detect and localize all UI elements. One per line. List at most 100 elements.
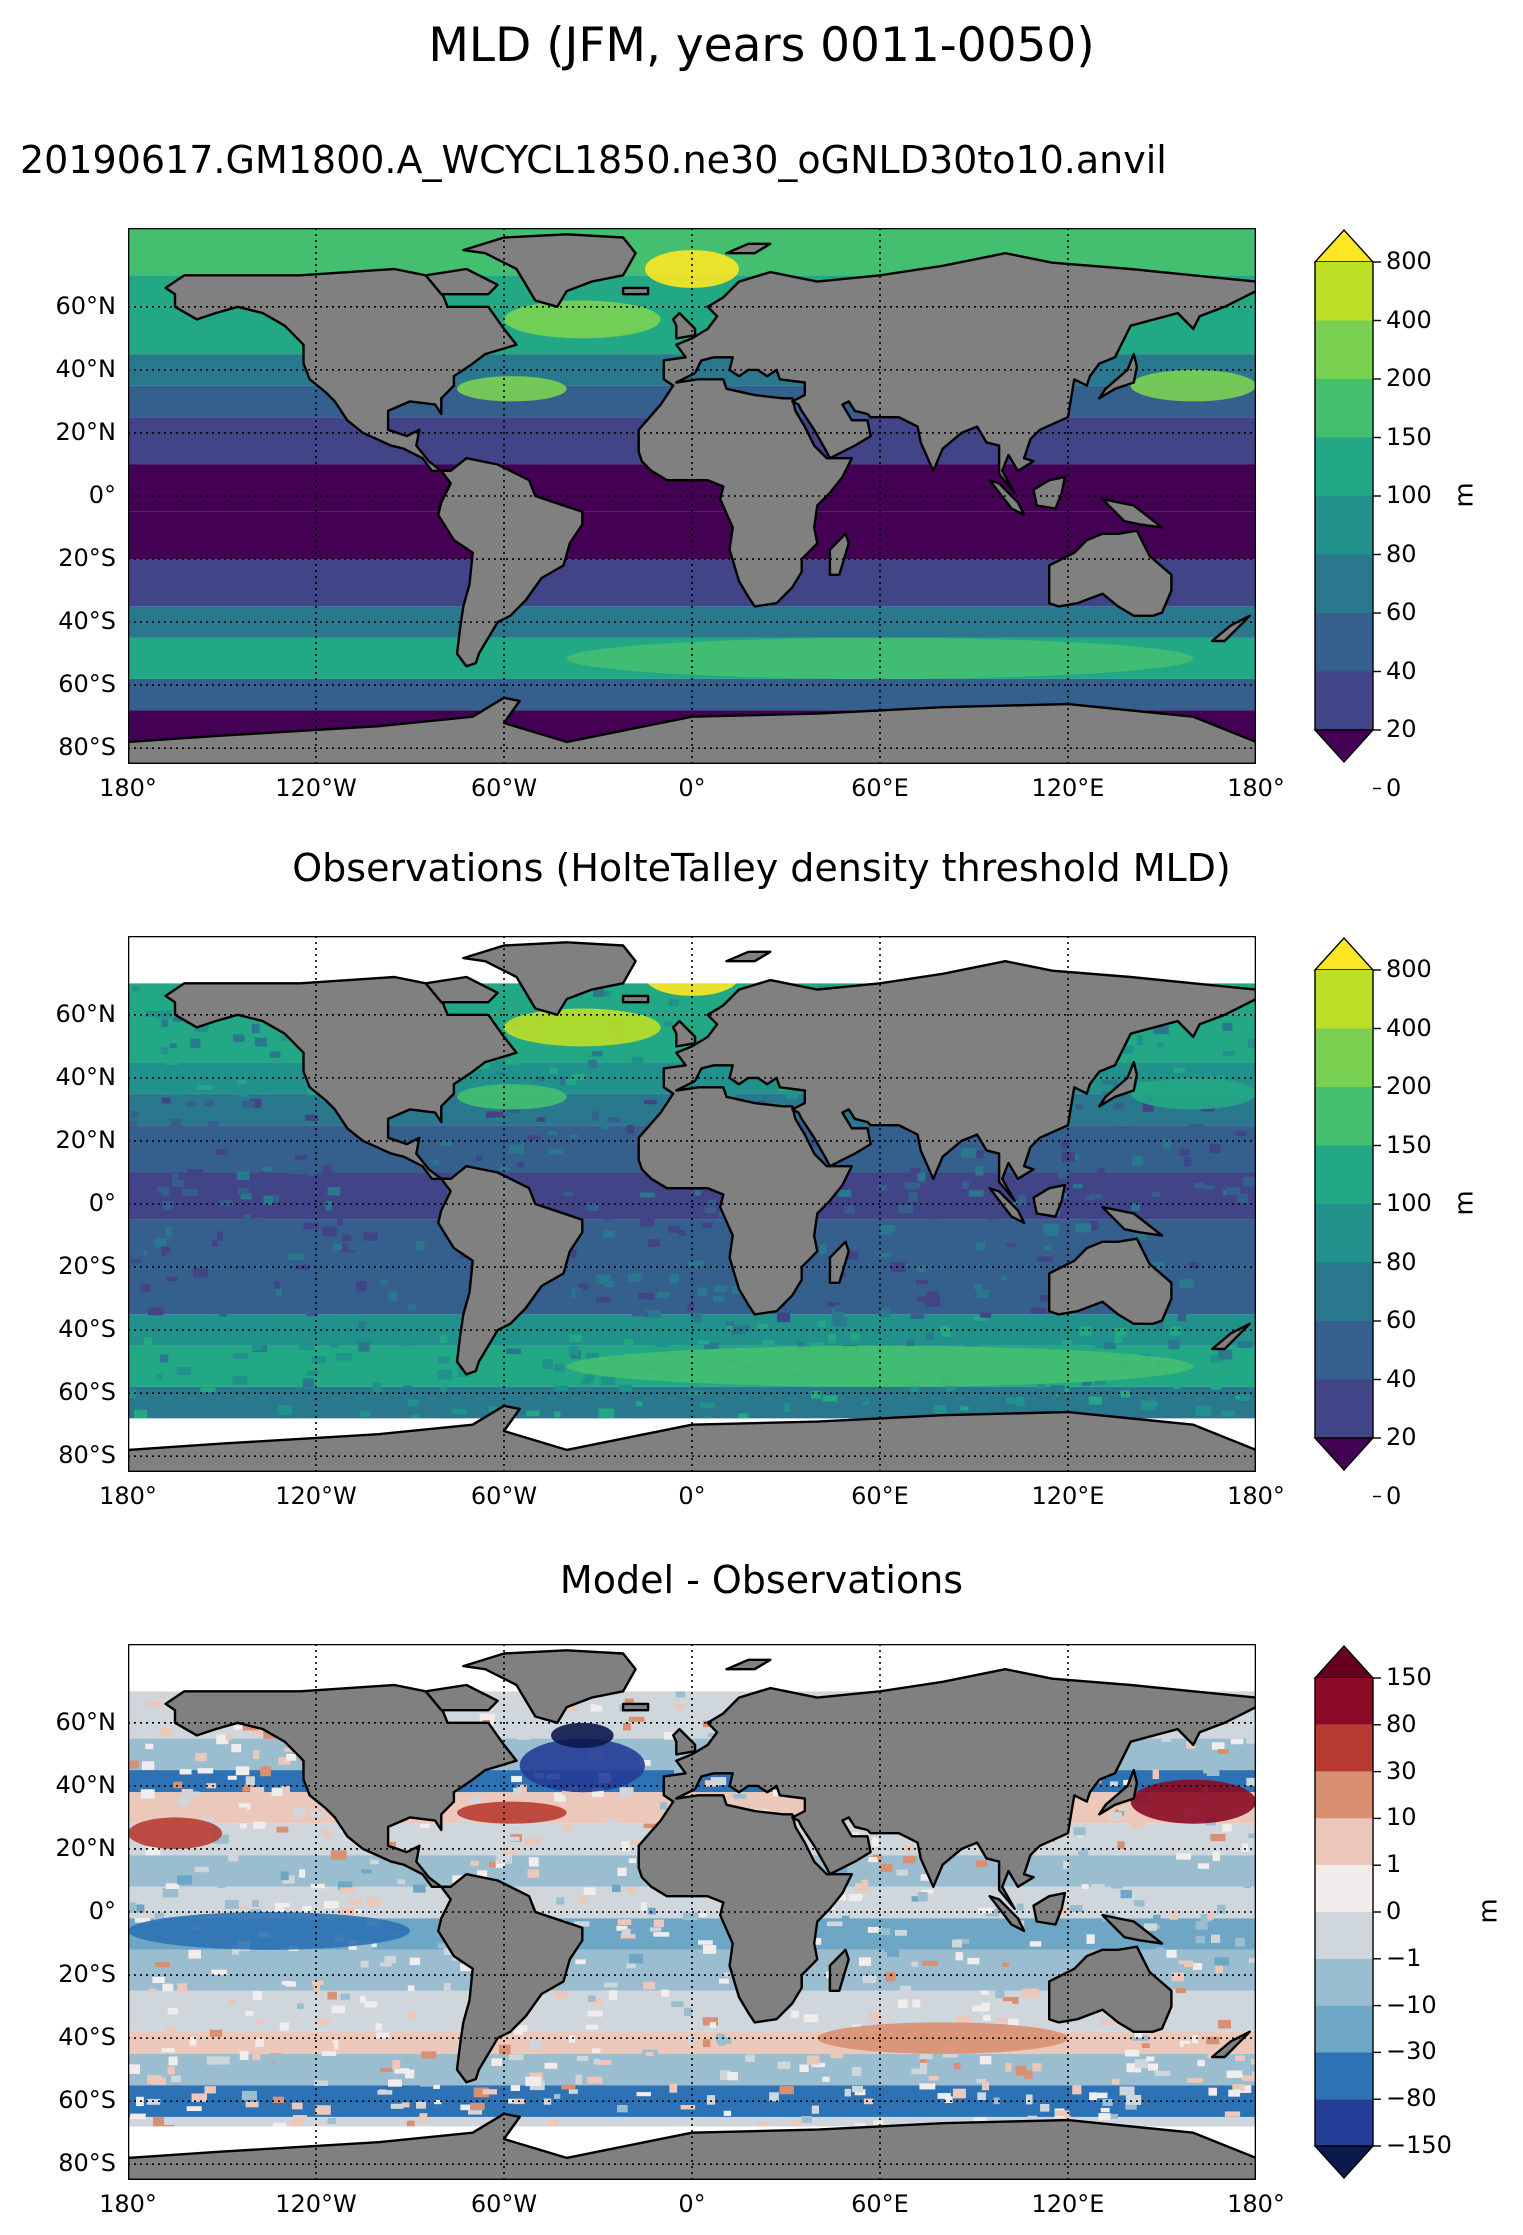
- noise-patch: [327, 1991, 337, 2000]
- colorbar-swatch: [1315, 320, 1373, 379]
- noise-patch: [203, 1100, 215, 1107]
- noise-patch: [374, 1261, 385, 1266]
- noise-patch: [310, 1883, 325, 1889]
- noise-patch: [1183, 2043, 1195, 2049]
- noise-patch: [145, 1846, 161, 1856]
- noise-patch: [919, 2083, 936, 2090]
- noise-patch: [175, 1241, 187, 1252]
- map-difference: [128, 1644, 1256, 2180]
- map-model: [128, 228, 1256, 764]
- noise-patch: [517, 1732, 531, 1740]
- noise-patch: [271, 1787, 283, 1797]
- noise-patch: [232, 1945, 239, 1955]
- noise-patch: [669, 2083, 678, 2093]
- noise-patch: [522, 2031, 537, 2040]
- noise-patch: [262, 1167, 272, 1172]
- noise-patch: [218, 1200, 234, 1206]
- noise-patch: [622, 1723, 631, 1731]
- colorbar-extend-min: [1313, 2145, 1375, 2180]
- noise-patch: [306, 1320, 322, 1329]
- noise-patch: [454, 1252, 461, 1257]
- noise-patch: [289, 2120, 303, 2129]
- noise-patch: [648, 1223, 663, 1233]
- noise-patch: [982, 2014, 991, 2022]
- noise-patch: [410, 1414, 420, 1423]
- colorbar-swatch: [1315, 613, 1373, 672]
- noise-patch: [731, 1285, 742, 1294]
- noise-patch: [537, 1076, 545, 1082]
- noise-patch: [587, 1202, 599, 1211]
- noise-patch: [380, 1280, 388, 1285]
- noise-patch: [649, 1927, 662, 1932]
- noise-patch: [844, 1225, 855, 1233]
- noise-patch: [1235, 2055, 1245, 2061]
- noise-patch: [237, 1906, 249, 1912]
- noise-patch: [162, 1983, 174, 1992]
- noise-patch: [252, 1899, 260, 1907]
- noise-patch: [363, 1232, 378, 1241]
- noise-patch: [717, 2037, 732, 2046]
- noise-patch: [631, 1056, 644, 1064]
- noise-patch: [1200, 1914, 1212, 1922]
- noise-patch: [1101, 1079, 1118, 1090]
- noise-patch: [495, 1074, 509, 1084]
- y-tick-label: 40°N: [55, 1062, 117, 1091]
- noise-patch: [314, 2080, 329, 2086]
- noise-patch: [376, 2032, 390, 2039]
- noise-patch: [231, 1263, 242, 1268]
- noise-patch: [536, 1117, 545, 1122]
- noise-patch: [1108, 1190, 1122, 1200]
- noise-patch: [1088, 1396, 1102, 1405]
- noise-patch: [245, 2101, 259, 2108]
- noise-patch: [704, 1342, 720, 1350]
- noise-patch: [832, 1234, 843, 1241]
- noise-patch: [733, 1295, 743, 1304]
- noise-patch: [1120, 1390, 1130, 1398]
- noise-patch: [473, 2087, 489, 2098]
- noise-patch: [687, 1390, 703, 1396]
- noise-patch: [154, 1238, 167, 1248]
- noise-patch: [708, 1254, 722, 1259]
- noise-patch: [621, 1071, 634, 1080]
- noise-patch: [140, 1789, 155, 1799]
- noise-patch: [548, 1149, 563, 1155]
- noise-patch: [831, 1308, 844, 1319]
- noise-patch: [1136, 1035, 1143, 1046]
- colorbar-label: 40: [1386, 656, 1417, 685]
- land-sumatra: [988, 1895, 1026, 1933]
- noise-patch: [952, 2088, 966, 2099]
- map-observations: [128, 936, 1256, 1472]
- noise-patch: [278, 1757, 291, 1765]
- land-new-guinea: [1101, 498, 1164, 529]
- noise-patch: [827, 1333, 837, 1344]
- noise-patch: [421, 2051, 437, 2059]
- noise-patch: [1246, 1777, 1256, 1786]
- y-tick-label: 20°N: [55, 1833, 117, 1862]
- noise-patch: [554, 1385, 569, 1392]
- noise-patch: [1075, 1223, 1092, 1233]
- noise-patch: [1008, 2018, 1019, 2028]
- noise-patch: [273, 1194, 280, 1202]
- noise-patch: [330, 1343, 338, 1348]
- noise-patch: [370, 1859, 379, 1865]
- noise-patch: [1079, 1326, 1092, 1336]
- noise-patch: [904, 1182, 918, 1190]
- colorbar-label: 1: [1386, 1850, 1402, 1879]
- noise-patch: [437, 1943, 447, 1949]
- noise-patch: [865, 1869, 873, 1876]
- noise-patch: [710, 1777, 727, 1786]
- noise-patch: [216, 1734, 229, 1745]
- noise-patch: [593, 2058, 600, 2065]
- x-tick-label: 120°E: [1031, 2190, 1105, 2218]
- noise-patch: [745, 2054, 755, 2062]
- noise-patch: [1201, 1185, 1215, 1190]
- noise-patch: [720, 2070, 731, 2080]
- noise-patch: [585, 2024, 599, 2030]
- noise-patch: [1173, 1067, 1185, 1073]
- noise-patch: [854, 2089, 866, 2096]
- noise-patch: [1228, 2089, 1241, 2097]
- noise-patch: [332, 2040, 339, 2050]
- noise-patch: [896, 1869, 908, 1876]
- x-tick-label: 180°: [99, 774, 157, 802]
- noise-patch: [135, 2096, 144, 2107]
